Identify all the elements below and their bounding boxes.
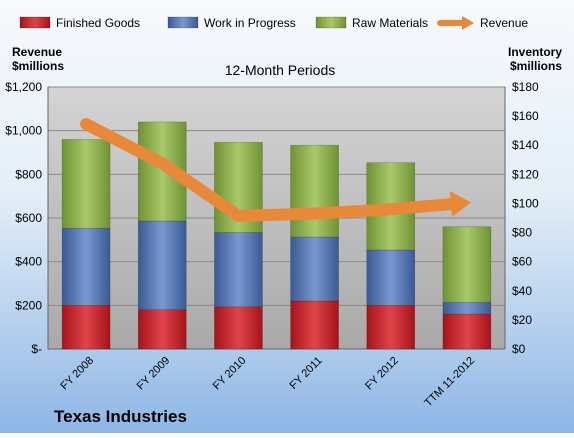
legend-label-finished-goods: Finished Goods bbox=[56, 16, 140, 30]
bar-finished-goods bbox=[214, 306, 263, 350]
right-tick-label: $60 bbox=[512, 255, 532, 269]
left-axis: $- $200 $400 $600 $800 $1,000 $1,200 bbox=[5, 80, 42, 356]
bar-work-in-progress bbox=[442, 302, 492, 315]
bar-finished-goods bbox=[442, 313, 492, 350]
bar-raw-materials bbox=[442, 226, 492, 303]
left-tick-label: $1,200 bbox=[5, 80, 42, 94]
company-title: Texas Industries bbox=[54, 407, 187, 426]
bar-work-in-progress bbox=[290, 236, 339, 302]
revenue-arrowhead bbox=[449, 191, 471, 218]
left-tick-label: $1,000 bbox=[5, 124, 42, 138]
right-axis-title-line2: $millions bbox=[510, 59, 562, 73]
bar-finished-goods bbox=[61, 305, 111, 350]
right-tick-label: $40 bbox=[512, 284, 532, 298]
revenue-line bbox=[80, 118, 471, 222]
right-tick-label: $120 bbox=[512, 167, 539, 181]
bars bbox=[61, 121, 492, 350]
revenue-series-line bbox=[80, 118, 457, 222]
right-tick-label: $140 bbox=[512, 138, 539, 152]
left-tick-label: $400 bbox=[15, 255, 42, 269]
right-tick-label: $80 bbox=[512, 226, 532, 240]
left-tick-label: $- bbox=[31, 342, 42, 356]
left-tick-label: $800 bbox=[15, 167, 42, 181]
bar-finished-goods bbox=[137, 309, 187, 350]
bar-raw-materials bbox=[290, 144, 339, 238]
bar-work-in-progress bbox=[61, 227, 111, 306]
right-axis: $0 $20 $40 $60 $80 $100 $120 $140 $160 $180 bbox=[512, 80, 539, 356]
bar-finished-goods bbox=[366, 305, 416, 350]
chart-subtitle: 12-Month Periods bbox=[225, 62, 336, 78]
legend: Finished Goods Work in Progress Raw Materi… bbox=[19, 16, 528, 30]
bar-finished-goods bbox=[290, 300, 339, 350]
legend-arrow-revenue bbox=[462, 16, 474, 30]
right-tick-label: $160 bbox=[512, 109, 539, 123]
right-tick-label: $100 bbox=[512, 196, 539, 210]
legend-swatch-work-in-progress bbox=[167, 16, 199, 29]
right-tick-label: $0 bbox=[512, 342, 526, 356]
left-axis-title-line2: $millions bbox=[12, 59, 64, 73]
bar-work-in-progress bbox=[214, 232, 263, 308]
legend-swatch-raw-materials bbox=[315, 16, 347, 29]
bar-work-in-progress bbox=[366, 249, 416, 306]
legend-swatch-finished-goods bbox=[19, 16, 51, 29]
bar-raw-materials bbox=[61, 139, 111, 229]
legend-label-work-in-progress: Work in Progress bbox=[204, 16, 296, 30]
legend-label-raw-materials: Raw Materials bbox=[352, 16, 428, 30]
bar-work-in-progress bbox=[137, 220, 187, 311]
legend-label-revenue: Revenue bbox=[480, 16, 528, 30]
left-tick-label: $600 bbox=[15, 211, 42, 225]
right-tick-label: $180 bbox=[512, 80, 539, 94]
left-axis-title-line1: Revenue bbox=[12, 45, 62, 59]
left-tick-label: $200 bbox=[15, 298, 42, 312]
right-tick-label: $20 bbox=[512, 313, 532, 327]
right-axis-title-line1: Inventory bbox=[508, 45, 562, 59]
